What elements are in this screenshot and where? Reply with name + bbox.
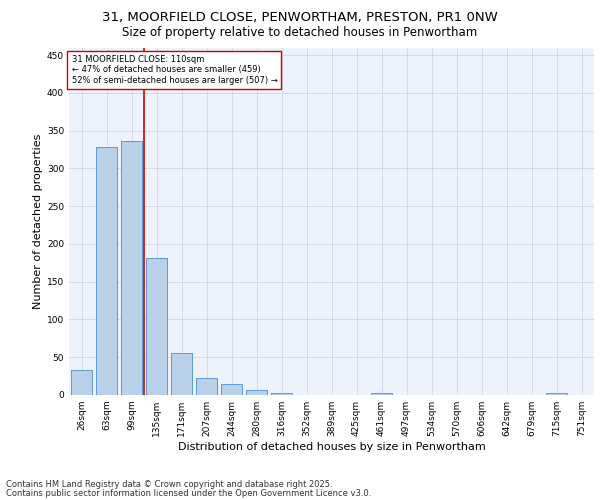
Bar (171, 354, 192, 395)
Bar (146, 258, 167, 395)
X-axis label: Distribution of detached houses by size in Penwortham: Distribution of detached houses by size … (178, 442, 485, 452)
Text: 31, MOORFIELD CLOSE, PENWORTHAM, PRESTON, PR1 0NW: 31, MOORFIELD CLOSE, PENWORTHAM, PRESTON… (102, 12, 498, 24)
Bar (96, 147, 117, 395)
Bar (71, 370, 92, 395)
Bar (221, 384, 242, 395)
Bar (546, 392, 567, 395)
Y-axis label: Number of detached properties: Number of detached properties (33, 134, 43, 309)
Text: Contains public sector information licensed under the Open Government Licence v3: Contains public sector information licen… (6, 489, 371, 498)
Text: 31 MOORFIELD CLOSE: 110sqm
← 47% of detached houses are smaller (459)
52% of sem: 31 MOORFIELD CLOSE: 110sqm ← 47% of deta… (71, 55, 277, 85)
Text: Contains HM Land Registry data © Crown copyright and database right 2025.: Contains HM Land Registry data © Crown c… (6, 480, 332, 489)
Bar (371, 392, 392, 395)
Bar (246, 390, 267, 395)
Text: Size of property relative to detached houses in Penwortham: Size of property relative to detached ho… (122, 26, 478, 39)
Bar (121, 141, 142, 395)
Bar (271, 392, 292, 395)
Bar (196, 378, 217, 395)
